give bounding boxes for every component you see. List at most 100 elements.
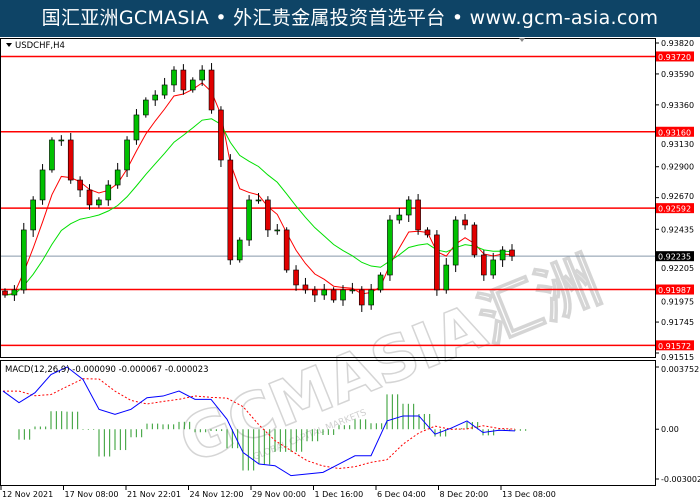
candle-body [86, 189, 93, 206]
candle-body [105, 184, 112, 201]
candle-body [274, 229, 281, 232]
ma-slow-line [4, 118, 513, 296]
dropdown-triangle-icon[interactable] [6, 43, 12, 47]
time-tick-label: 13 Dec 08:00 [502, 490, 556, 499]
candle-body [368, 289, 374, 306]
candle-body [227, 159, 234, 261]
price-tick-label: 0.91975 [661, 298, 694, 307]
level-price-badge [656, 284, 694, 295]
candle-body [302, 284, 309, 291]
candle-body [96, 199, 102, 206]
chart-background [0, 37, 700, 500]
candle-body [161, 84, 168, 96]
time-tick-label: 8 Dec 20:00 [440, 490, 489, 499]
level-price-label: 0.91987 [658, 286, 691, 295]
candle-body [77, 179, 83, 191]
time-tick-label: 6 Dec 04:00 [377, 490, 426, 499]
price-tick-label: 0.92205 [661, 264, 694, 273]
candle-body [199, 69, 205, 81]
candle-body [330, 289, 337, 301]
candle-body [58, 139, 65, 142]
shift-marker-icon[interactable] [519, 38, 525, 42]
candle-body [246, 199, 252, 241]
candle-body [462, 219, 468, 226]
candle-body [387, 219, 393, 276]
price-tick-label: 0.92435 [661, 225, 694, 234]
level-price-badge [656, 51, 694, 62]
price-tick-label: 0.93130 [661, 140, 694, 149]
candle-body [499, 249, 506, 261]
macd-tick-label: 0.00 [661, 425, 679, 434]
candle-body [481, 254, 487, 276]
candle-body [236, 239, 243, 261]
candle-body [30, 199, 36, 231]
candle-body [340, 289, 346, 301]
candle-body [490, 259, 497, 276]
price-chart[interactable]: GCMASIA汇洲 GLOBAL CAPITAL MARKETS USDCHF,… [0, 37, 700, 500]
banner-title: 国汇亚洲GCMASIA • 外汇贵金属投资首选平台 • www.gcm-asia… [0, 0, 700, 37]
level-price-badge [656, 126, 694, 137]
macd-signal-line [3, 378, 516, 470]
time-tick-label: 21 Nov 22:01 [127, 490, 181, 499]
price-tick-label: 0.93590 [661, 70, 694, 79]
candle-body [443, 264, 450, 291]
time-tick-label: 29 Nov 00:00 [252, 490, 306, 499]
candle-body [405, 199, 412, 216]
candle-body [143, 99, 149, 116]
candle-body [283, 229, 290, 271]
candle-body [452, 219, 459, 266]
macd-tick-label: -0.003002 [661, 475, 700, 484]
candle-body [152, 94, 159, 101]
candle-body [171, 69, 177, 86]
price-tick-label: 0.92670 [661, 192, 694, 201]
candle-body [377, 274, 384, 291]
macd-label: MACD(12,26,9) -0.000090 -0.000067 -0.000… [5, 365, 209, 375]
candle-body [39, 169, 46, 201]
level-price-badge [656, 203, 694, 214]
macd-main-line [2, 366, 516, 477]
current-price-label: 0.92235 [658, 253, 691, 262]
candle-body [312, 289, 318, 296]
candle-body [124, 139, 130, 171]
time-tick-label: 24 Nov 12:00 [190, 490, 244, 499]
candle-body [189, 79, 196, 91]
candle-body [255, 199, 262, 202]
macd-tick-label: 0.003752 [661, 365, 699, 374]
candle-body [2, 290, 8, 296]
candle-body [415, 199, 421, 231]
price-tick-label: 0.92900 [661, 163, 694, 172]
candle-body [11, 289, 18, 296]
candle-body [20, 229, 27, 291]
candle-body [218, 109, 224, 161]
symbol-label: USDCHF,H4 [15, 41, 65, 51]
candle-body [471, 224, 478, 256]
level-price-label: 0.93720 [658, 53, 691, 62]
time-tick-label: 12 Nov 2021 [2, 490, 53, 499]
candle-body [67, 139, 74, 181]
candle-body [321, 289, 328, 296]
candle-body [293, 269, 299, 286]
level-price-label: 0.93160 [658, 128, 691, 137]
candle-body [358, 289, 365, 306]
candle-body [509, 249, 515, 257]
candle-body [434, 234, 440, 291]
candle-body [133, 114, 140, 141]
price-tick-label: 0.93820 [661, 39, 694, 48]
candle-body [424, 229, 431, 236]
candle-body [180, 69, 187, 91]
price-tick-label: 0.93360 [661, 101, 694, 110]
level-price-label: 0.91572 [658, 342, 691, 351]
current-price-badge [656, 251, 694, 262]
macd-pane-frame [0, 360, 656, 486]
level-price-badge [656, 340, 694, 351]
candle-body [265, 199, 271, 231]
level-price-label: 0.92592 [658, 205, 691, 214]
price-tick-label: 0.91515 [661, 353, 694, 362]
candle-body [114, 169, 121, 186]
candle-body [396, 214, 403, 221]
price-tick-label: 0.91745 [661, 318, 694, 327]
candle-body [49, 139, 55, 171]
time-tick-label: 1 Dec 16:00 [315, 490, 364, 499]
candle-body [349, 289, 356, 292]
candle-body [208, 69, 215, 111]
